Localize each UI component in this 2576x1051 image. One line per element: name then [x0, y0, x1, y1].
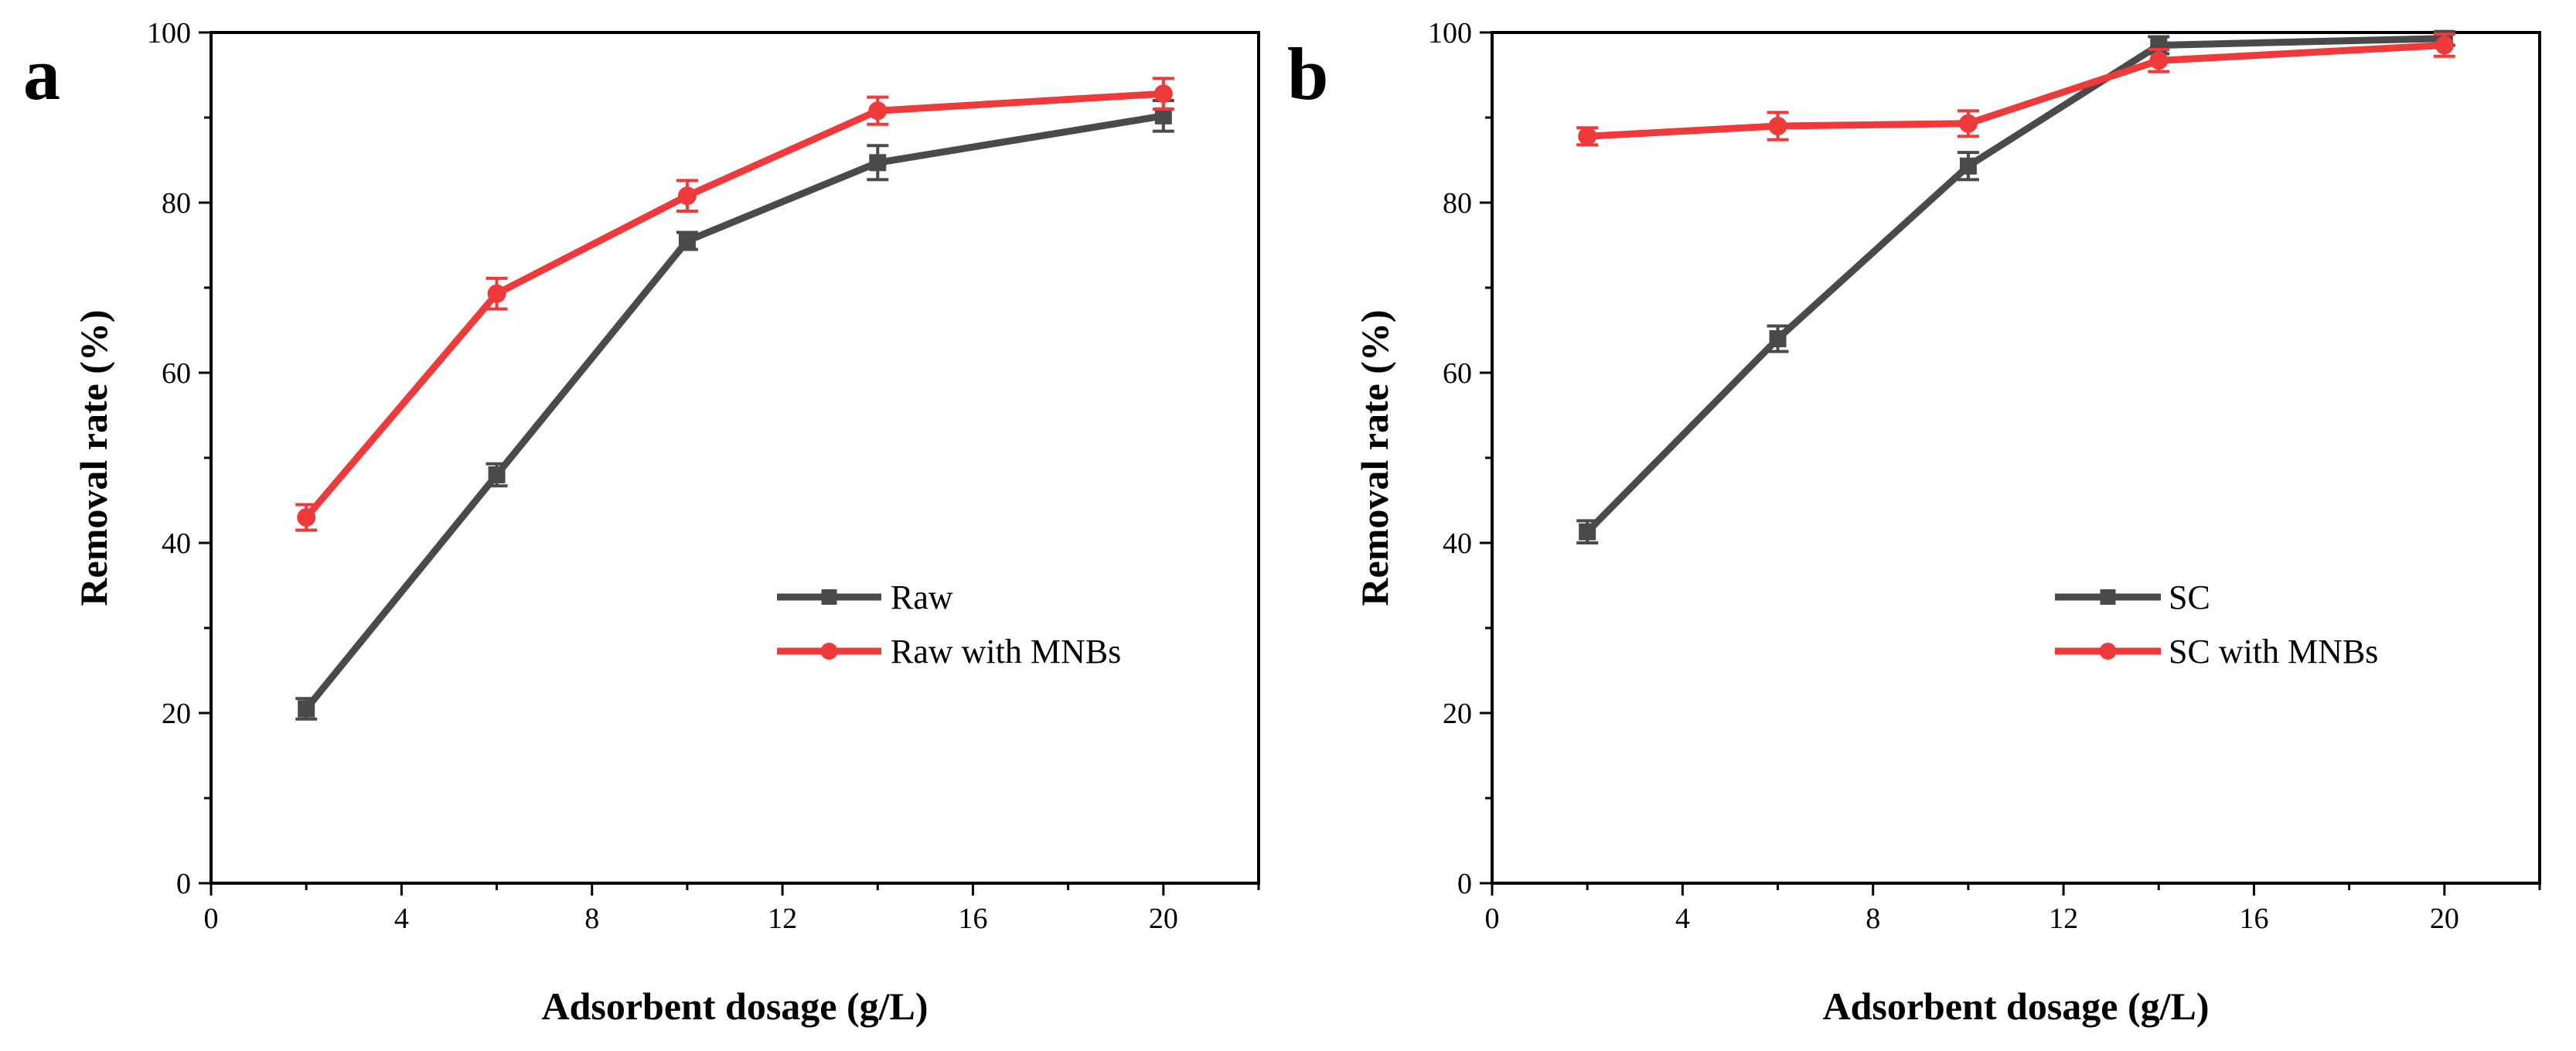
data-point-circle: [1958, 114, 1978, 133]
series-raw-with-mnbs: [295, 77, 1174, 532]
legend-marker-circle: [820, 643, 838, 660]
data-point-circle: [2149, 51, 2169, 70]
panel-letter-a: a: [23, 32, 60, 115]
series-sc: [1576, 29, 2455, 544]
y-tick-label: 0: [176, 868, 191, 900]
data-point-square: [1579, 523, 1596, 541]
y-tick-label: 60: [1443, 357, 1472, 390]
legend-entry: Raw with MNBs: [777, 633, 1121, 671]
x-tick-label: 20: [1149, 903, 1178, 935]
data-point-square: [1769, 330, 1787, 347]
series-sc-with-mnbs: [1576, 32, 2455, 147]
y-tick-label: 20: [1443, 698, 1472, 730]
y-axis-label: Removal rate (%): [72, 309, 115, 606]
legend-marker-circle: [2099, 643, 2117, 660]
legend-label: SC with MNBs: [2169, 633, 2378, 671]
legend-label: SC: [2169, 578, 2210, 616]
data-point-square: [1154, 107, 1172, 125]
y-tick-label: 20: [162, 698, 191, 730]
data-point-circle: [677, 186, 697, 206]
x-tick-label: 8: [584, 903, 599, 935]
legend-marker-square: [821, 589, 837, 605]
x-tick-label: 4: [394, 903, 409, 935]
data-point-square: [1959, 157, 1977, 175]
x-tick-label: 4: [1675, 903, 1690, 935]
x-tick-label: 0: [204, 903, 219, 935]
y-tick-label: 40: [162, 527, 191, 560]
x-axis-label: Adsorbent dosage (g/L): [1822, 984, 2209, 1028]
y-tick-label: 0: [1457, 868, 1472, 900]
data-point-square: [869, 154, 887, 172]
y-tick-label: 100: [147, 17, 191, 49]
x-tick-label: 16: [2239, 903, 2268, 935]
x-tick-label: 0: [1485, 903, 1500, 935]
x-tick-label: 8: [1866, 903, 1880, 935]
y-tick-label: 80: [162, 187, 191, 220]
y-tick-label: 100: [1428, 17, 1472, 49]
legend-entry: SC: [2055, 578, 2210, 616]
chart-panel-b: b 0 4 8 12 16 20 0 20 40 60 80 100 Adsorbent dosage (…: [1287, 17, 2541, 1028]
x-axis-label: Adsorbent dosage (g/L): [541, 984, 928, 1028]
data-point-circle: [297, 508, 316, 527]
legend-label: Raw with MNBs: [891, 633, 1121, 671]
data-point-circle: [868, 101, 888, 121]
legend-entry: Raw: [777, 578, 953, 616]
data-point-square: [488, 466, 506, 483]
y-tick-label: 40: [1443, 527, 1472, 560]
data-point-circle: [1153, 84, 1173, 104]
data-point-circle: [1578, 127, 1597, 146]
data-point-circle: [2435, 36, 2454, 55]
chart-panel-a: a 0 4 8 12 16 20 0 20 40 60 80 100 Adsorbent dosage (…: [23, 17, 1260, 1028]
y-tick-label: 80: [1443, 187, 1472, 220]
data-point-circle: [487, 284, 506, 303]
x-tick-label: 16: [958, 903, 987, 935]
x-tick-label: 12: [768, 903, 797, 935]
panel-letter-b: b: [1287, 32, 1328, 115]
legend-marker-square: [2100, 589, 2116, 605]
y-tick-label: 60: [162, 357, 191, 390]
x-tick-label: 20: [2430, 903, 2459, 935]
data-point-square: [678, 232, 696, 250]
x-tick-label: 12: [2049, 903, 2078, 935]
y-axis-label: Removal rate (%): [1353, 309, 1396, 606]
legend-entry: SC with MNBs: [2055, 633, 2378, 671]
data-point-circle: [1768, 117, 1787, 135]
data-point-square: [298, 700, 315, 718]
series-raw: [295, 99, 1174, 721]
legend-label: Raw: [891, 578, 953, 616]
